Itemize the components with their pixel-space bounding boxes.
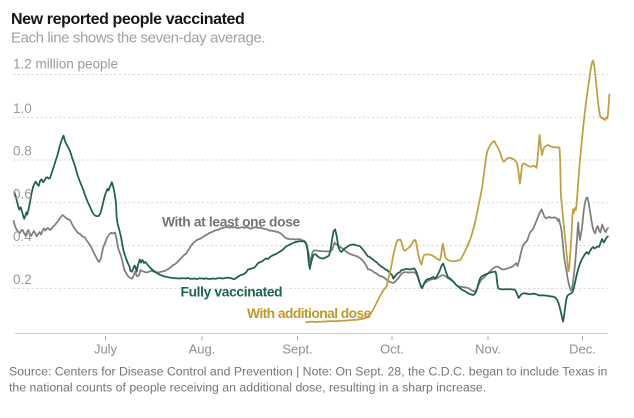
svg-text:New reported people vaccinated: New reported people vaccinated: [11, 11, 244, 28]
svg-text:Aug.: Aug.: [189, 342, 216, 357]
svg-text:the national counts of people: the national counts of people receiving …: [9, 381, 486, 395]
svg-text:0.6: 0.6: [13, 186, 32, 201]
svg-text:Nov.: Nov.: [475, 342, 501, 357]
svg-text:July: July: [94, 342, 118, 357]
svg-text:0.2: 0.2: [13, 272, 32, 287]
svg-text:With at least one dose: With at least one dose: [162, 215, 301, 230]
svg-text:0.4: 0.4: [13, 229, 32, 244]
svg-text:0.8: 0.8: [13, 144, 32, 159]
svg-text:Sept.: Sept.: [282, 342, 312, 357]
svg-text:Fully vaccinated: Fully vaccinated: [181, 285, 283, 300]
svg-text:1.2 million people: 1.2 million people: [13, 57, 118, 72]
svg-text:Source: Centers for Disease Co: Source: Centers for Disease Control and …: [9, 365, 607, 379]
svg-text:Dec.: Dec.: [569, 342, 596, 357]
svg-text:Each line shows the seven-day: Each line shows the seven-day average.: [11, 30, 265, 47]
svg-text:1.0: 1.0: [13, 101, 32, 116]
svg-text:With additional dose: With additional dose: [247, 306, 372, 321]
svg-text:Oct.: Oct.: [380, 342, 404, 357]
